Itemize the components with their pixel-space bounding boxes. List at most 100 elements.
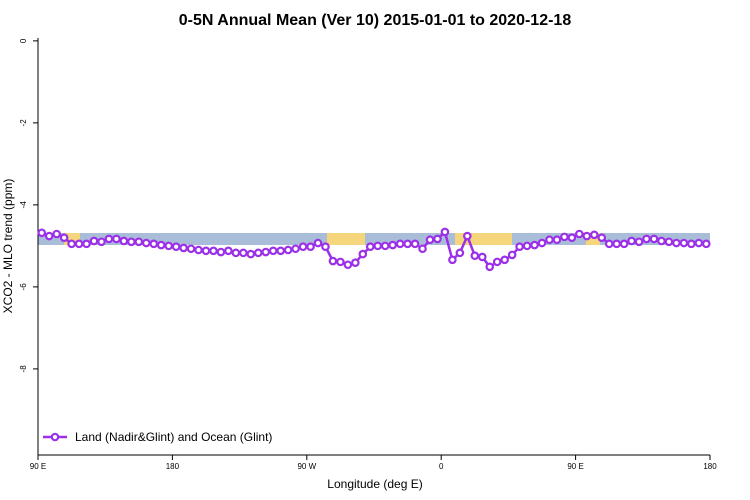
data-point: [52, 229, 61, 239]
data-point: [701, 239, 711, 249]
data-point: [672, 238, 681, 248]
y-tick-label: -8: [19, 365, 28, 373]
data-point: [261, 247, 271, 257]
data-point: [597, 233, 607, 242]
legend-marker: [50, 432, 60, 442]
data-point: [664, 237, 674, 247]
y-tick-label: -2: [19, 119, 28, 127]
data-point: [388, 240, 397, 250]
legend-label: Land (Nadir&Glint) and Ocean (Glint): [75, 430, 272, 444]
data-point: [306, 242, 315, 252]
data-point: [104, 234, 114, 244]
x-tick-label: 90 E: [567, 462, 583, 471]
data-point: [515, 242, 524, 252]
data-point: [239, 248, 248, 258]
data-point: [276, 246, 285, 256]
data-point: [156, 240, 166, 250]
data-point: [246, 249, 256, 259]
data-point: [679, 238, 689, 248]
y-axis-label: XCO2 - MLO trend (ppm): [1, 179, 15, 314]
data-point: [500, 255, 509, 265]
data-point: [112, 234, 121, 244]
data-point: [37, 228, 47, 238]
data-point: [612, 239, 621, 249]
data-point: [545, 235, 554, 245]
data-point: [657, 236, 666, 246]
data-point: [425, 235, 435, 245]
data-point: [209, 246, 218, 256]
data-point: [291, 244, 300, 254]
data-point: [127, 237, 136, 247]
x-tick-label: 90 E: [30, 462, 46, 471]
data-point: [82, 239, 91, 249]
data-point: [201, 246, 211, 256]
data-point: [186, 244, 196, 254]
data-point: [134, 237, 144, 247]
data-point: [477, 252, 487, 262]
data-point: [268, 246, 278, 256]
x-tick-label: 90 W: [297, 462, 316, 471]
data-point: [567, 233, 577, 242]
y-tick-label: -4: [19, 201, 28, 209]
data-point: [164, 241, 173, 251]
data-point: [216, 247, 226, 257]
data-point: [448, 255, 457, 265]
x-tick-label: 180: [703, 462, 717, 471]
data-point: [627, 236, 636, 246]
data-point: [582, 231, 592, 241]
data-point: [485, 262, 495, 272]
data-point: [119, 236, 129, 246]
data-point: [694, 238, 704, 248]
data-point: [560, 232, 569, 242]
data-point: [507, 250, 517, 260]
data-point: [253, 248, 263, 258]
data-point: [59, 233, 69, 242]
data-point: [589, 230, 599, 240]
data-point: [328, 256, 338, 266]
data-point: [171, 242, 181, 252]
data-point: [463, 231, 472, 241]
data-point: [283, 245, 293, 255]
data-point: [89, 236, 99, 246]
data-point: [373, 241, 383, 251]
data-point: [141, 238, 151, 248]
data-point: [522, 241, 532, 251]
data-point: [74, 239, 84, 249]
x-tick-label: 180: [166, 462, 180, 471]
data-point: [403, 239, 412, 249]
data-point: [575, 229, 584, 239]
data-point: [552, 235, 562, 245]
data-point: [194, 245, 203, 255]
chart-title: 0-5N Annual Mean (Ver 10) 2015-01-01 to …: [179, 12, 572, 29]
data-point: [619, 239, 629, 249]
data-point: [343, 260, 353, 270]
data-point: [231, 248, 241, 258]
data-point: [67, 239, 76, 249]
data-point: [298, 242, 308, 252]
data-point: [410, 239, 420, 249]
data-point: [44, 231, 54, 241]
data-point: [530, 240, 539, 250]
x-axis-label: Longitude (deg E): [327, 477, 422, 491]
data-point: [642, 234, 651, 244]
y-tick-label: -6: [19, 283, 28, 291]
data-point: [224, 246, 233, 256]
data-point: [604, 239, 614, 249]
data-point: [336, 257, 345, 267]
data-point: [351, 258, 360, 267]
data-point: [321, 242, 330, 252]
data-point: [179, 243, 188, 253]
data-point: [358, 249, 368, 259]
data-point: [634, 237, 644, 247]
data-point: [455, 248, 465, 258]
data-point: [380, 241, 390, 251]
data-point: [365, 242, 375, 252]
data-point: [149, 239, 159, 249]
data-point: [433, 234, 442, 244]
land-band: [327, 233, 365, 245]
data-point: [440, 227, 450, 237]
data-point: [537, 238, 547, 248]
data-point: [470, 251, 480, 261]
